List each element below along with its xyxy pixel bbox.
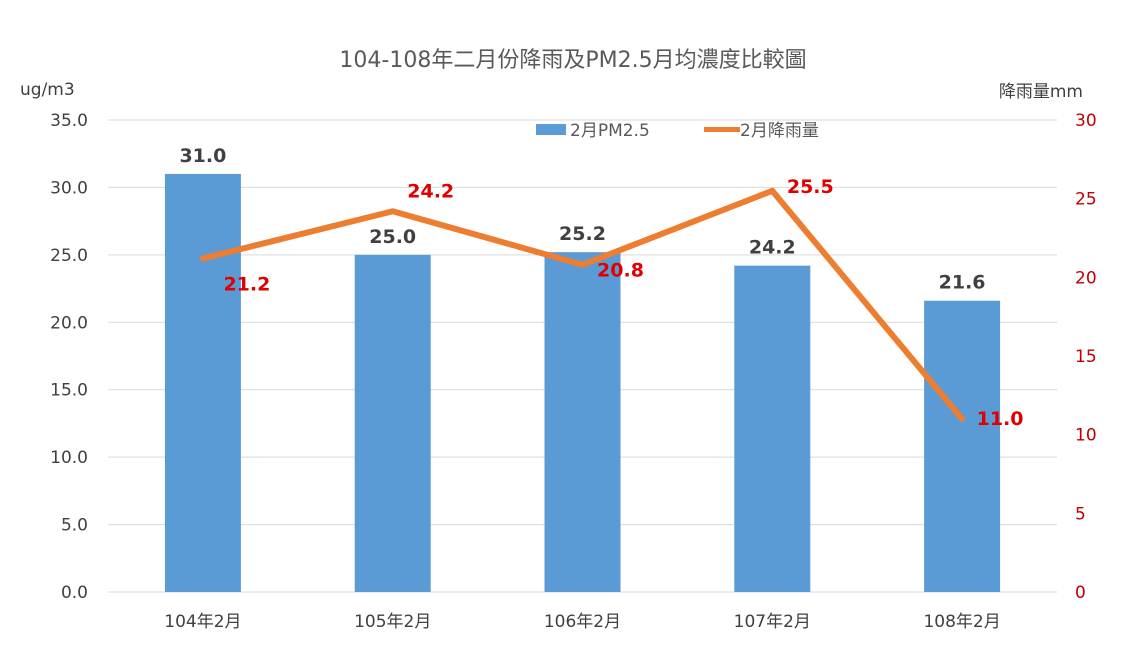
pm25-bar [924,300,1001,592]
left-tick-label: 20.0 [50,313,88,333]
rainfall-value-label: 25.5 [787,176,834,198]
rainfall-line: 21.2 24.2 20.8 25.5 11.0 [199,176,1024,430]
pm25-bar-value-label: 25.2 [559,223,606,245]
pm25-bar-value-label: 31.0 [179,145,226,167]
pm25-bar-value-label: 21.6 [939,272,986,294]
pm25-bar-value-label: 25.0 [369,226,416,248]
pm25-bar-value-label: 24.2 [749,237,796,259]
right-tick-label: 15 [1075,347,1097,367]
legend-rainfall-swatch [704,127,740,132]
legend-rainfall-label: 2月降雨量 [740,121,819,141]
right-tick-label: 20 [1075,268,1097,288]
pm25-bar [734,265,811,592]
right-tick-label: 10 [1075,426,1097,446]
legend: 2月PM2.5 2月降雨量 [536,121,819,141]
x-tick-label: 108年2月 [923,612,1000,632]
left-tick-label: 25.0 [50,246,88,266]
rainfall-value-label: 24.2 [407,180,454,202]
x-tick-label: 104年2月 [164,612,241,632]
rainfall-line-path [199,187,966,422]
rainfall-value-label: 20.8 [597,260,644,282]
chart-title: 104-108年二月份降雨及PM2.5月均濃度比較圖 [339,48,806,73]
pm25-bars: 31.0 25.0 25.2 24.2 21.6 [164,145,1001,592]
pm25-bar [544,252,621,592]
right-tick-label: 0 [1075,583,1086,603]
left-tick-label: 35.0 [50,111,88,131]
left-tick-label: 30.0 [50,178,88,198]
pm25-bar [164,173,241,592]
left-tick-label: 0.0 [61,583,88,603]
left-tick-label: 5.0 [61,516,88,536]
pm25-bar [354,254,431,592]
right-tick-label: 5 [1075,504,1086,524]
legend-pm25-swatch [536,124,566,135]
left-axis-ticks: 0.0 5.0 10.0 15.0 20.0 25.0 30.0 35.0 [50,111,88,603]
rainfall-value-label: 11.0 [977,408,1024,430]
right-tick-label: 25 [1075,190,1097,210]
x-axis-ticks: 104年2月 105年2月 106年2月 107年2月 108年2月 [164,612,1000,632]
x-tick-label: 106年2月 [544,612,621,632]
legend-pm25-label: 2月PM2.5 [570,121,650,141]
x-tick-label: 105年2月 [354,612,431,632]
right-axis-unit-label: 降雨量mm [999,82,1083,102]
right-axis-ticks: 0 5 10 15 20 25 30 [1075,111,1097,603]
x-tick-label: 107年2月 [734,612,811,632]
left-tick-label: 15.0 [50,381,88,401]
right-tick-label: 30 [1075,111,1097,131]
left-tick-label: 10.0 [50,448,88,468]
rainfall-value-label: 21.2 [223,273,270,295]
left-axis-unit-label: ug/m3 [20,80,75,100]
